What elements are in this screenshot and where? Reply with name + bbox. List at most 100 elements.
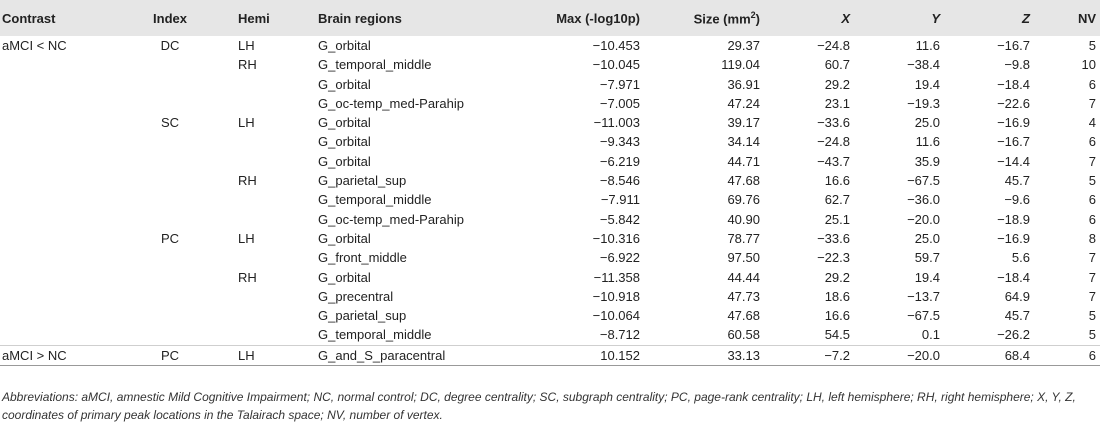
header-z: Z <box>940 0 1030 36</box>
cell-brain-region: G_and_S_paracentral <box>310 345 500 367</box>
cell-x: 16.6 <box>824 308 850 324</box>
header-max: Max (-log10p) <box>500 0 640 36</box>
cell-x: 25.1 <box>824 211 850 227</box>
table-row: G_oc-temp_med-Parahip −5.842 40.90 25.1 −20.… <box>0 210 1100 229</box>
table-row: RH G_orbital −11.358 44.44 29.2 19.4 −18.4 7 <box>0 268 1100 287</box>
cell-hemi <box>220 306 310 325</box>
cell-index: DC <box>160 38 180 53</box>
header-size-sup: 2 <box>750 9 756 20</box>
cell-brain-region: G_orbital <box>318 230 371 246</box>
cell-contrast: aMCI > NC <box>0 345 120 367</box>
cell-hemi <box>220 94 310 113</box>
cell-max: −10.064 <box>592 308 640 324</box>
cell-x: −24.8 <box>817 134 850 150</box>
table-header: Contrast Index Hemi Brain regions Max (-… <box>0 0 1100 36</box>
table-row: G_orbital −7.971 36.91 29.2 19.4 −18.4 6 <box>0 75 1100 94</box>
cell-nv: 10 <box>1081 57 1096 73</box>
cell-hemi <box>220 75 310 94</box>
cell-size: 44.44 <box>727 269 760 285</box>
cell-z: −18.4 <box>997 76 1030 92</box>
table-row: G_temporal_middle −7.911 69.76 62.7 −36.0 −9.… <box>0 190 1100 209</box>
cell-size: 60.58 <box>640 325 760 346</box>
cell-index <box>120 55 220 74</box>
cell-size: 44.71 <box>727 153 760 169</box>
cell-nv: 8 <box>1088 230 1096 246</box>
table-row: G_temporal_middle −8.712 60.58 54.5 0.1 −26.2… <box>0 325 1100 346</box>
cell-max: −9.343 <box>599 134 640 150</box>
cell-brain-region: G_orbital <box>318 134 371 150</box>
header-size-suffix: ) <box>755 11 760 27</box>
cell-z: −16.7 <box>997 38 1030 53</box>
table-row: G_orbital −9.343 34.14 −24.8 11.6 −16.7 6 <box>0 132 1100 151</box>
cell-brain-region: G_orbital <box>318 269 371 285</box>
cell-x: −33.6 <box>817 115 850 131</box>
cell-index <box>120 268 220 287</box>
cell-brain-region: G_orbital <box>318 115 371 131</box>
cell-hemi: LH <box>238 230 255 246</box>
cell-y: −67.5 <box>907 308 940 324</box>
cell-index <box>120 287 220 306</box>
cell-contrast <box>0 306 120 325</box>
table-row: G_orbital −6.219 44.71 −43.7 35.9 −14.4 7 <box>0 152 1100 171</box>
table-row: G_precentral −10.918 47.73 18.6 −13.7 64.9 7 <box>0 287 1100 306</box>
cell-index <box>120 152 220 171</box>
cell-contrast <box>0 132 120 151</box>
cell-max: −10.453 <box>592 38 640 53</box>
cell-max: −7.005 <box>599 95 640 111</box>
cell-z: 45.7 <box>1004 308 1030 324</box>
cell-size: 97.50 <box>727 250 760 266</box>
cell-x: 29.2 <box>824 76 850 92</box>
cell-max: −8.712 <box>500 325 640 346</box>
cell-nv: 6 <box>1088 76 1096 92</box>
cell-brain-region: G_parietal_sup <box>318 308 407 324</box>
cell-contrast <box>0 287 120 306</box>
cell-size: 69.76 <box>727 192 760 208</box>
cell-x: −7.2 <box>760 345 850 367</box>
cell-hemi <box>220 152 310 171</box>
cell-contrast <box>0 171 120 190</box>
cell-index <box>120 94 220 113</box>
cell-contrast <box>0 94 120 113</box>
cell-hemi <box>220 190 310 209</box>
cell-x: 60.7 <box>824 57 850 73</box>
cell-y: −20.0 <box>850 345 940 367</box>
cell-max: −10.918 <box>592 288 640 304</box>
cell-max: −6.922 <box>599 250 640 266</box>
cell-hemi: RH <box>238 57 257 73</box>
cell-brain-region: G_orbital <box>318 38 371 53</box>
cell-contrast <box>0 229 120 248</box>
cell-x: 18.6 <box>824 288 850 304</box>
cell-nv: 7 <box>1088 95 1096 111</box>
cell-max: −5.842 <box>599 211 640 227</box>
cell-brain-region: G_oc-temp_med-Parahip <box>318 211 464 227</box>
cell-y: 0.1 <box>850 325 940 346</box>
cell-z: −9.8 <box>1004 57 1030 73</box>
cell-nv: 7 <box>1088 269 1096 285</box>
cell-x: −33.6 <box>817 230 850 246</box>
cell-brain-region: G_temporal_middle <box>318 192 432 208</box>
results-table: Contrast Index Hemi Brain regions Max (-… <box>0 0 1100 367</box>
cell-size: 33.13 <box>640 345 760 367</box>
cell-y: −13.7 <box>907 288 940 304</box>
cell-size: 47.68 <box>727 308 760 324</box>
cell-brain-region: G_precentral <box>318 288 394 304</box>
header-hemi: Hemi <box>220 0 310 36</box>
table-footnote: Abbreviations: aMCI, amnestic Mild Cogni… <box>2 390 1076 422</box>
cell-size: 119.04 <box>721 57 760 73</box>
header-y: Y <box>850 0 940 36</box>
header-size: Size (mm2) <box>640 0 760 36</box>
cell-y: −36.0 <box>907 192 940 208</box>
cell-contrast <box>0 268 120 287</box>
cell-hemi: RH <box>238 269 257 285</box>
header-brain-regions: Brain regions <box>310 0 500 36</box>
table-row: aMCI > NC PC LH G_and_S_paracentral 10.152 33… <box>0 345 1100 367</box>
cell-z: 68.4 <box>940 345 1030 367</box>
table-row: G_front_middle −6.922 97.50 −22.3 59.7 5.6 7 <box>0 248 1100 267</box>
cell-contrast <box>0 325 120 346</box>
table-row: RH G_parietal_sup −8.546 47.68 16.6 −67.5 45.7… <box>0 171 1100 190</box>
table-row: RH G_temporal_middle −10.045 119.04 60.7 −38.… <box>0 55 1100 74</box>
table-row: PC LH G_orbital −10.316 78.77 −33.6 25.0 −16.9 8 <box>0 229 1100 248</box>
cell-y: −19.3 <box>907 95 940 111</box>
cell-max: −11.358 <box>593 269 640 285</box>
cell-index <box>120 132 220 151</box>
